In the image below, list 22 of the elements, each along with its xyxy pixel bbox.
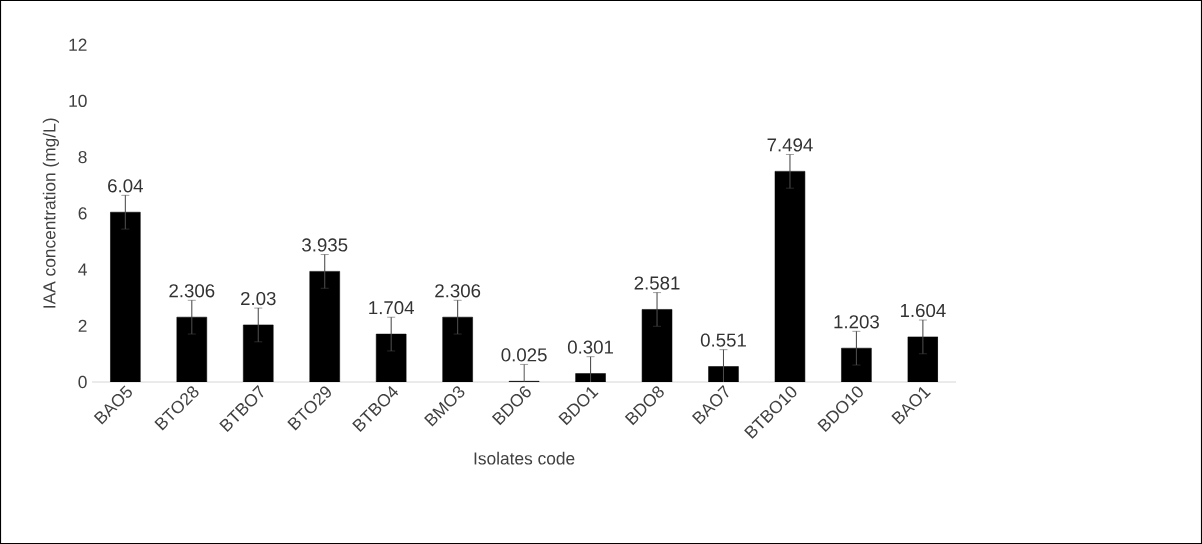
y-tick-label: 10 (69, 94, 87, 108)
data-label: 0.301 (567, 340, 614, 354)
data-label: 0.551 (700, 333, 746, 347)
y-tick-label: 0 (78, 375, 87, 389)
data-label: 2.03 (241, 291, 276, 306)
y-tick-label: 8 (78, 150, 87, 164)
data-label: 2.581 (634, 276, 680, 290)
y-tick-label: 4 (78, 263, 87, 276)
y-axis-title: IAA concentration (mg/L) (42, 118, 59, 308)
data-label: 1.203 (834, 315, 879, 329)
data-label: 6.04 (108, 179, 143, 193)
data-label: 1.604 (900, 303, 946, 318)
y-tick-label: 6 (78, 207, 87, 220)
data-label: 0.025 (501, 348, 547, 362)
x-axis-title: Isolates code (474, 451, 575, 465)
data-label: 3.935 (302, 238, 348, 252)
y-tick-label: 2 (78, 319, 87, 332)
data-label: 7.494 (767, 138, 813, 152)
data-label: 2.306 (169, 284, 215, 298)
data-label: 1.704 (369, 301, 414, 315)
y-tick-label: 12 (69, 38, 87, 51)
data-label: 2.306 (435, 284, 481, 298)
